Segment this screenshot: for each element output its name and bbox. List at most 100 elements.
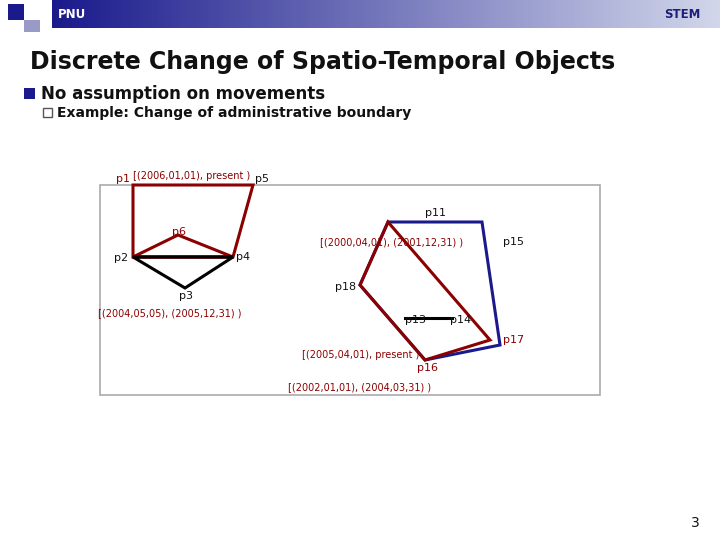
Bar [52,0,55,28]
Bar [355,0,358,28]
Bar [78,0,81,28]
Bar [611,0,613,28]
Bar [353,0,356,28]
Text: [(2005,04,01), present ): [(2005,04,01), present ) [302,350,419,360]
Bar [99,0,102,28]
Bar [154,0,157,28]
Bar [217,0,220,28]
Text: [(2002,01,01), (2004,03,31) ): [(2002,01,01), (2004,03,31) ) [289,382,431,392]
Bar [290,0,293,28]
Bar [257,0,260,28]
Bar [174,0,177,28]
Bar [141,0,144,28]
Bar [70,0,73,28]
Bar [544,0,546,28]
Bar [68,0,71,28]
Bar [163,0,166,28]
Bar [419,0,422,28]
Bar [359,0,362,28]
Bar [649,0,652,28]
Bar [250,0,253,28]
Bar [718,0,720,28]
Bar [241,0,244,28]
Bar [261,0,264,28]
Bar [604,0,607,28]
Bar [673,0,676,28]
Bar [549,0,552,28]
Bar [711,0,714,28]
Bar [179,0,181,28]
Bar [559,0,562,28]
Bar [620,0,623,28]
Bar [400,0,402,28]
Bar [264,0,266,28]
Bar [76,0,79,28]
Bar [294,0,297,28]
Bar [105,0,108,28]
Bar [422,0,424,28]
Bar [188,0,191,28]
Bar [693,0,696,28]
Bar [502,0,505,28]
Bar [176,0,179,28]
Bar [392,0,395,28]
Bar [197,0,199,28]
Bar [580,0,582,28]
Bar [315,0,318,28]
Bar [526,0,529,28]
Bar [671,0,674,28]
Bar [219,0,222,28]
Bar [114,0,117,28]
Bar [504,0,507,28]
Bar [667,0,670,28]
Bar [181,0,184,28]
Bar [81,0,84,28]
Bar [537,0,540,28]
Bar [660,0,662,28]
Bar [194,0,197,28]
Bar [582,0,585,28]
Bar [542,0,544,28]
Bar [135,0,137,28]
Bar [101,0,104,28]
Bar [143,0,146,28]
Bar [170,0,173,28]
Bar [564,0,567,28]
Bar [642,0,645,28]
Bar [210,0,213,28]
Bar [488,0,491,28]
Bar [510,0,513,28]
Bar [373,0,375,28]
Bar [644,0,647,28]
Bar [348,0,351,28]
Bar [186,0,189,28]
Bar [324,0,326,28]
Bar [633,0,636,28]
Text: [(2000,04,01), (2001,12,31) ): [(2000,04,01), (2001,12,31) ) [320,237,463,247]
Bar [382,0,384,28]
Bar [230,0,233,28]
Bar [357,0,360,28]
Bar [700,0,703,28]
Bar [551,0,554,28]
Bar [121,0,124,28]
Bar [286,0,289,28]
Bar [569,0,571,28]
Bar [108,0,110,28]
Bar [90,0,93,28]
Bar [63,0,66,28]
Bar [629,0,631,28]
Bar [272,0,275,28]
Bar [466,0,469,28]
Bar [137,0,140,28]
Text: 3: 3 [691,516,700,530]
Bar [602,0,605,28]
Bar [253,0,255,28]
Bar [246,0,248,28]
Bar [484,0,487,28]
Bar [462,0,464,28]
Bar [689,0,691,28]
Bar [306,0,309,28]
Bar [528,0,531,28]
Bar [379,0,382,28]
